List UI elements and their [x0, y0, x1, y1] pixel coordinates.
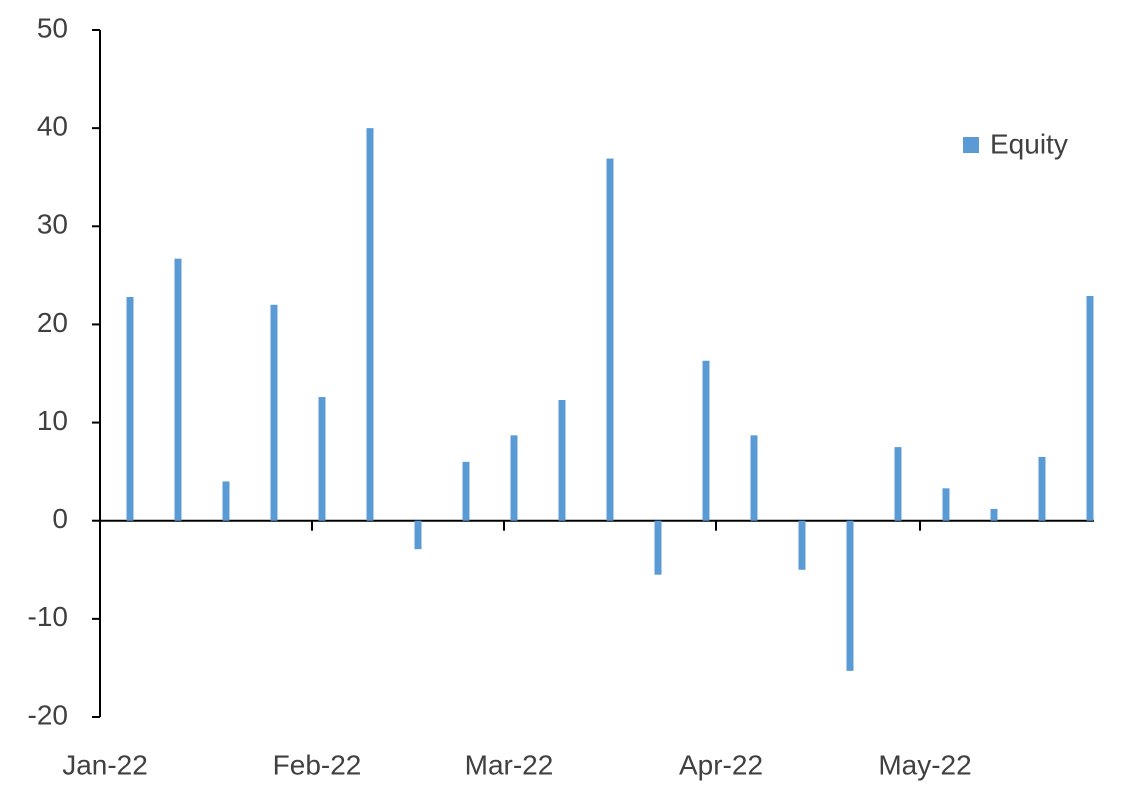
bar	[318, 397, 326, 521]
bar	[510, 435, 518, 521]
legend-swatch	[963, 137, 979, 153]
y-tick-label: 20	[37, 307, 68, 338]
bar	[654, 520, 662, 575]
bar	[702, 360, 710, 521]
x-tick-label: Jan-22	[62, 749, 148, 780]
y-tick-label: 30	[37, 209, 68, 240]
bar	[126, 296, 134, 521]
y-tick-label: 10	[37, 405, 68, 436]
bar	[222, 481, 230, 521]
bar	[1038, 456, 1046, 521]
bar	[174, 258, 182, 521]
bar	[1086, 295, 1094, 521]
bar	[942, 488, 950, 521]
bar	[798, 520, 806, 570]
x-tick-label: Feb-22	[273, 749, 362, 780]
y-tick-label: -10	[28, 601, 68, 632]
y-tick-label: 40	[37, 111, 68, 142]
bar	[894, 447, 902, 521]
y-tick-label: -20	[28, 699, 68, 730]
bar	[558, 399, 566, 521]
y-tick-label: 50	[37, 12, 68, 43]
bar	[846, 520, 854, 671]
bar	[366, 128, 374, 521]
x-tick-label: Mar-22	[465, 749, 554, 780]
bar	[990, 508, 998, 521]
bar	[750, 435, 758, 521]
x-tick-label: Apr-22	[679, 749, 763, 780]
x-tick-label: May-22	[878, 749, 971, 780]
bar	[606, 158, 614, 521]
y-tick-label: 0	[52, 503, 68, 534]
bar	[414, 520, 422, 550]
legend-label: Equity	[990, 128, 1068, 159]
bar	[462, 461, 470, 521]
bar	[270, 304, 278, 521]
